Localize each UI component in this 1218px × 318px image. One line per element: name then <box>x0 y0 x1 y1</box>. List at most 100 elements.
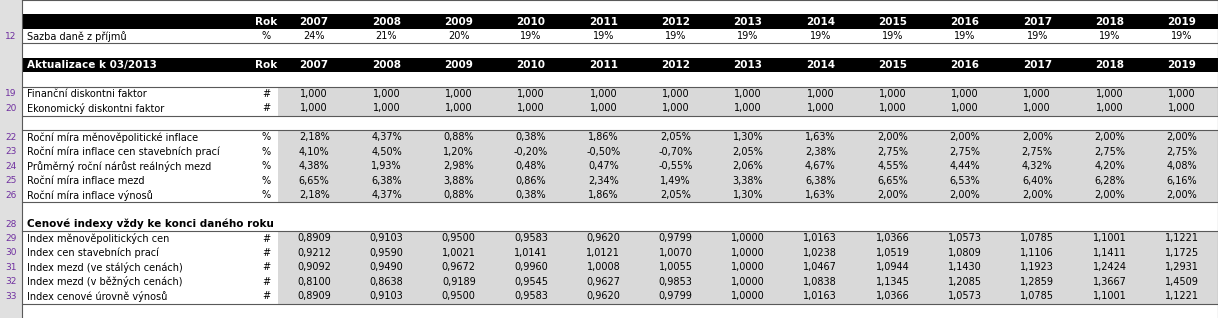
Text: 2015: 2015 <box>878 60 907 70</box>
Text: 1,20%: 1,20% <box>443 147 474 157</box>
Bar <box>495 130 568 145</box>
Text: 1,2424: 1,2424 <box>1093 262 1127 273</box>
Bar <box>1073 246 1146 260</box>
Bar <box>1001 14 1073 29</box>
Bar <box>255 289 278 304</box>
Bar <box>351 101 423 116</box>
Text: 19%: 19% <box>1099 31 1121 41</box>
Text: Sazba daně z příjmů: Sazba daně z příjmů <box>27 31 127 42</box>
Bar <box>1146 173 1218 188</box>
Bar <box>423 173 495 188</box>
Bar <box>1073 101 1146 116</box>
Text: 1,000: 1,000 <box>1023 89 1051 99</box>
Bar <box>0 14 22 29</box>
Bar <box>0 72 22 87</box>
Text: 6,65%: 6,65% <box>877 176 907 186</box>
Bar <box>639 231 711 246</box>
Text: 2009: 2009 <box>445 17 474 27</box>
Bar <box>423 188 495 202</box>
Bar <box>929 289 1001 304</box>
Bar <box>423 260 495 275</box>
Bar <box>784 145 856 159</box>
Bar <box>639 260 711 275</box>
Text: 0,9092: 0,9092 <box>297 262 331 273</box>
Text: 1,0944: 1,0944 <box>876 262 910 273</box>
Text: 1,0070: 1,0070 <box>659 248 693 258</box>
Bar <box>929 87 1001 101</box>
Text: 1,93%: 1,93% <box>371 161 402 171</box>
Bar <box>278 289 351 304</box>
Text: 0,88%: 0,88% <box>443 190 474 200</box>
Bar <box>0 159 22 173</box>
Text: 2011: 2011 <box>588 17 618 27</box>
Text: 1,0021: 1,0021 <box>442 248 476 258</box>
Bar <box>711 101 784 116</box>
Text: 2,18%: 2,18% <box>298 132 330 142</box>
Bar <box>22 246 255 260</box>
Text: 2018: 2018 <box>1095 60 1124 70</box>
Text: 2,00%: 2,00% <box>1167 190 1197 200</box>
Bar <box>568 14 639 29</box>
Bar <box>495 58 568 72</box>
Text: 19%: 19% <box>882 31 904 41</box>
Bar <box>22 101 255 116</box>
Text: 24: 24 <box>5 162 17 171</box>
Bar <box>278 260 351 275</box>
Bar <box>1073 231 1146 246</box>
Text: 19%: 19% <box>665 31 687 41</box>
Text: 1,3667: 1,3667 <box>1093 277 1127 287</box>
Text: 0,9500: 0,9500 <box>442 233 476 244</box>
Bar <box>929 231 1001 246</box>
Text: 1,000: 1,000 <box>590 89 618 99</box>
Bar <box>423 29 495 43</box>
Text: 1,000: 1,000 <box>734 89 761 99</box>
Text: 22: 22 <box>5 133 17 142</box>
Text: 1,000: 1,000 <box>518 103 544 114</box>
Text: #: # <box>262 248 270 258</box>
Bar <box>1146 260 1218 275</box>
Text: 1,0000: 1,0000 <box>731 277 765 287</box>
Bar <box>711 87 784 101</box>
Text: -0,20%: -0,20% <box>514 147 548 157</box>
Text: 1,000: 1,000 <box>1168 89 1196 99</box>
Bar <box>0 260 22 275</box>
Text: 1,2085: 1,2085 <box>948 277 982 287</box>
Bar <box>278 87 351 101</box>
Text: 0,9189: 0,9189 <box>442 277 476 287</box>
Text: Roční míra inflace výnosů: Roční míra inflace výnosů <box>27 190 153 201</box>
Text: 1,000: 1,000 <box>1168 103 1196 114</box>
Text: %: % <box>262 147 270 157</box>
Bar <box>278 246 351 260</box>
Bar <box>568 101 639 116</box>
Text: 0,9960: 0,9960 <box>514 262 548 273</box>
Bar <box>711 58 784 72</box>
Bar <box>1073 260 1146 275</box>
Bar <box>1146 275 1218 289</box>
Text: -0,50%: -0,50% <box>586 147 620 157</box>
Bar <box>423 145 495 159</box>
Text: 1,0785: 1,0785 <box>1021 233 1055 244</box>
Text: #: # <box>262 89 270 99</box>
Bar <box>856 231 929 246</box>
Text: 3,38%: 3,38% <box>733 176 764 186</box>
Bar <box>22 58 278 72</box>
Text: 2014: 2014 <box>806 60 834 70</box>
Bar <box>784 87 856 101</box>
Text: 2008: 2008 <box>371 17 401 27</box>
Text: 6,65%: 6,65% <box>298 176 330 186</box>
Bar <box>856 101 929 116</box>
Text: 2016: 2016 <box>950 60 979 70</box>
Text: 1,000: 1,000 <box>661 89 689 99</box>
Text: 2012: 2012 <box>661 60 691 70</box>
Text: 30: 30 <box>5 248 17 258</box>
Text: 2,75%: 2,75% <box>1094 147 1125 157</box>
Bar <box>929 260 1001 275</box>
Bar <box>423 159 495 173</box>
Text: Roční míra měnověpolitické inflace: Roční míra měnověpolitické inflace <box>27 132 199 142</box>
Text: #: # <box>262 103 270 114</box>
Bar <box>929 14 1001 29</box>
Text: 0,48%: 0,48% <box>515 161 547 171</box>
Bar <box>1001 87 1073 101</box>
Bar <box>1073 188 1146 202</box>
Text: 1,0573: 1,0573 <box>948 291 982 301</box>
